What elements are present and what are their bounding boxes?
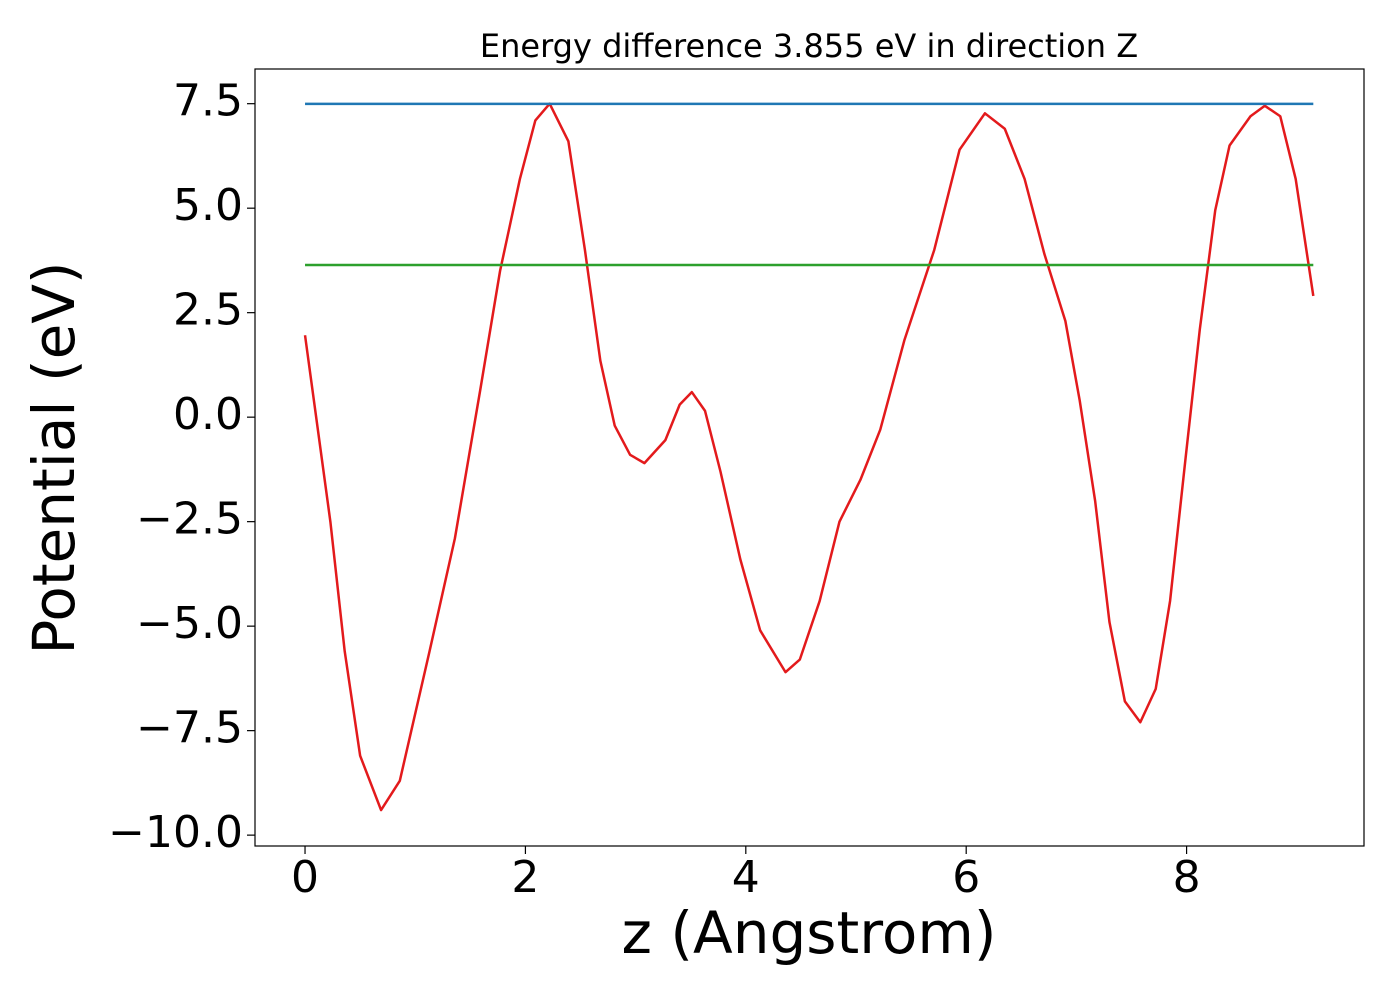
y-axis-label: Potential (eV) [20, 261, 88, 654]
x-tick-label: 4 [732, 852, 760, 903]
y-tick-label: −5.0 [136, 598, 243, 649]
y-tick-label: −2.5 [136, 494, 243, 545]
x-tick-label: 6 [952, 852, 980, 903]
plot-frame [254, 68, 1365, 847]
y-tick-label: −10.0 [108, 807, 243, 858]
y-tick-label: 2.5 [173, 285, 243, 336]
y-tick-label: 7.5 [173, 76, 243, 127]
chart-title: Energy difference 3.855 eV in direction … [480, 27, 1138, 65]
x-tick-label: 8 [1173, 852, 1201, 903]
y-tick-label: 0.0 [173, 389, 243, 440]
x-tick-label: 0 [291, 852, 319, 903]
y-tick-label: −7.5 [136, 703, 243, 754]
y-tick-label: 5.0 [173, 180, 243, 231]
data-line [303, 102, 1315, 812]
x-tick-label: 2 [511, 852, 539, 903]
x-axis-label: z (Angstrom) [622, 899, 997, 967]
